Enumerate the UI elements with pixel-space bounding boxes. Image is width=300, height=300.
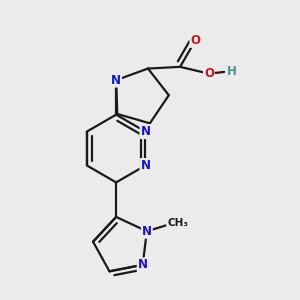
Text: N: N [140,125,151,138]
Text: N: N [111,74,121,87]
Text: N: N [142,225,152,238]
Text: O: O [204,67,214,80]
Text: O: O [190,34,200,47]
Text: N: N [138,258,148,271]
Text: N: N [140,159,151,172]
Text: H: H [227,65,237,78]
Text: CH₃: CH₃ [167,218,188,228]
